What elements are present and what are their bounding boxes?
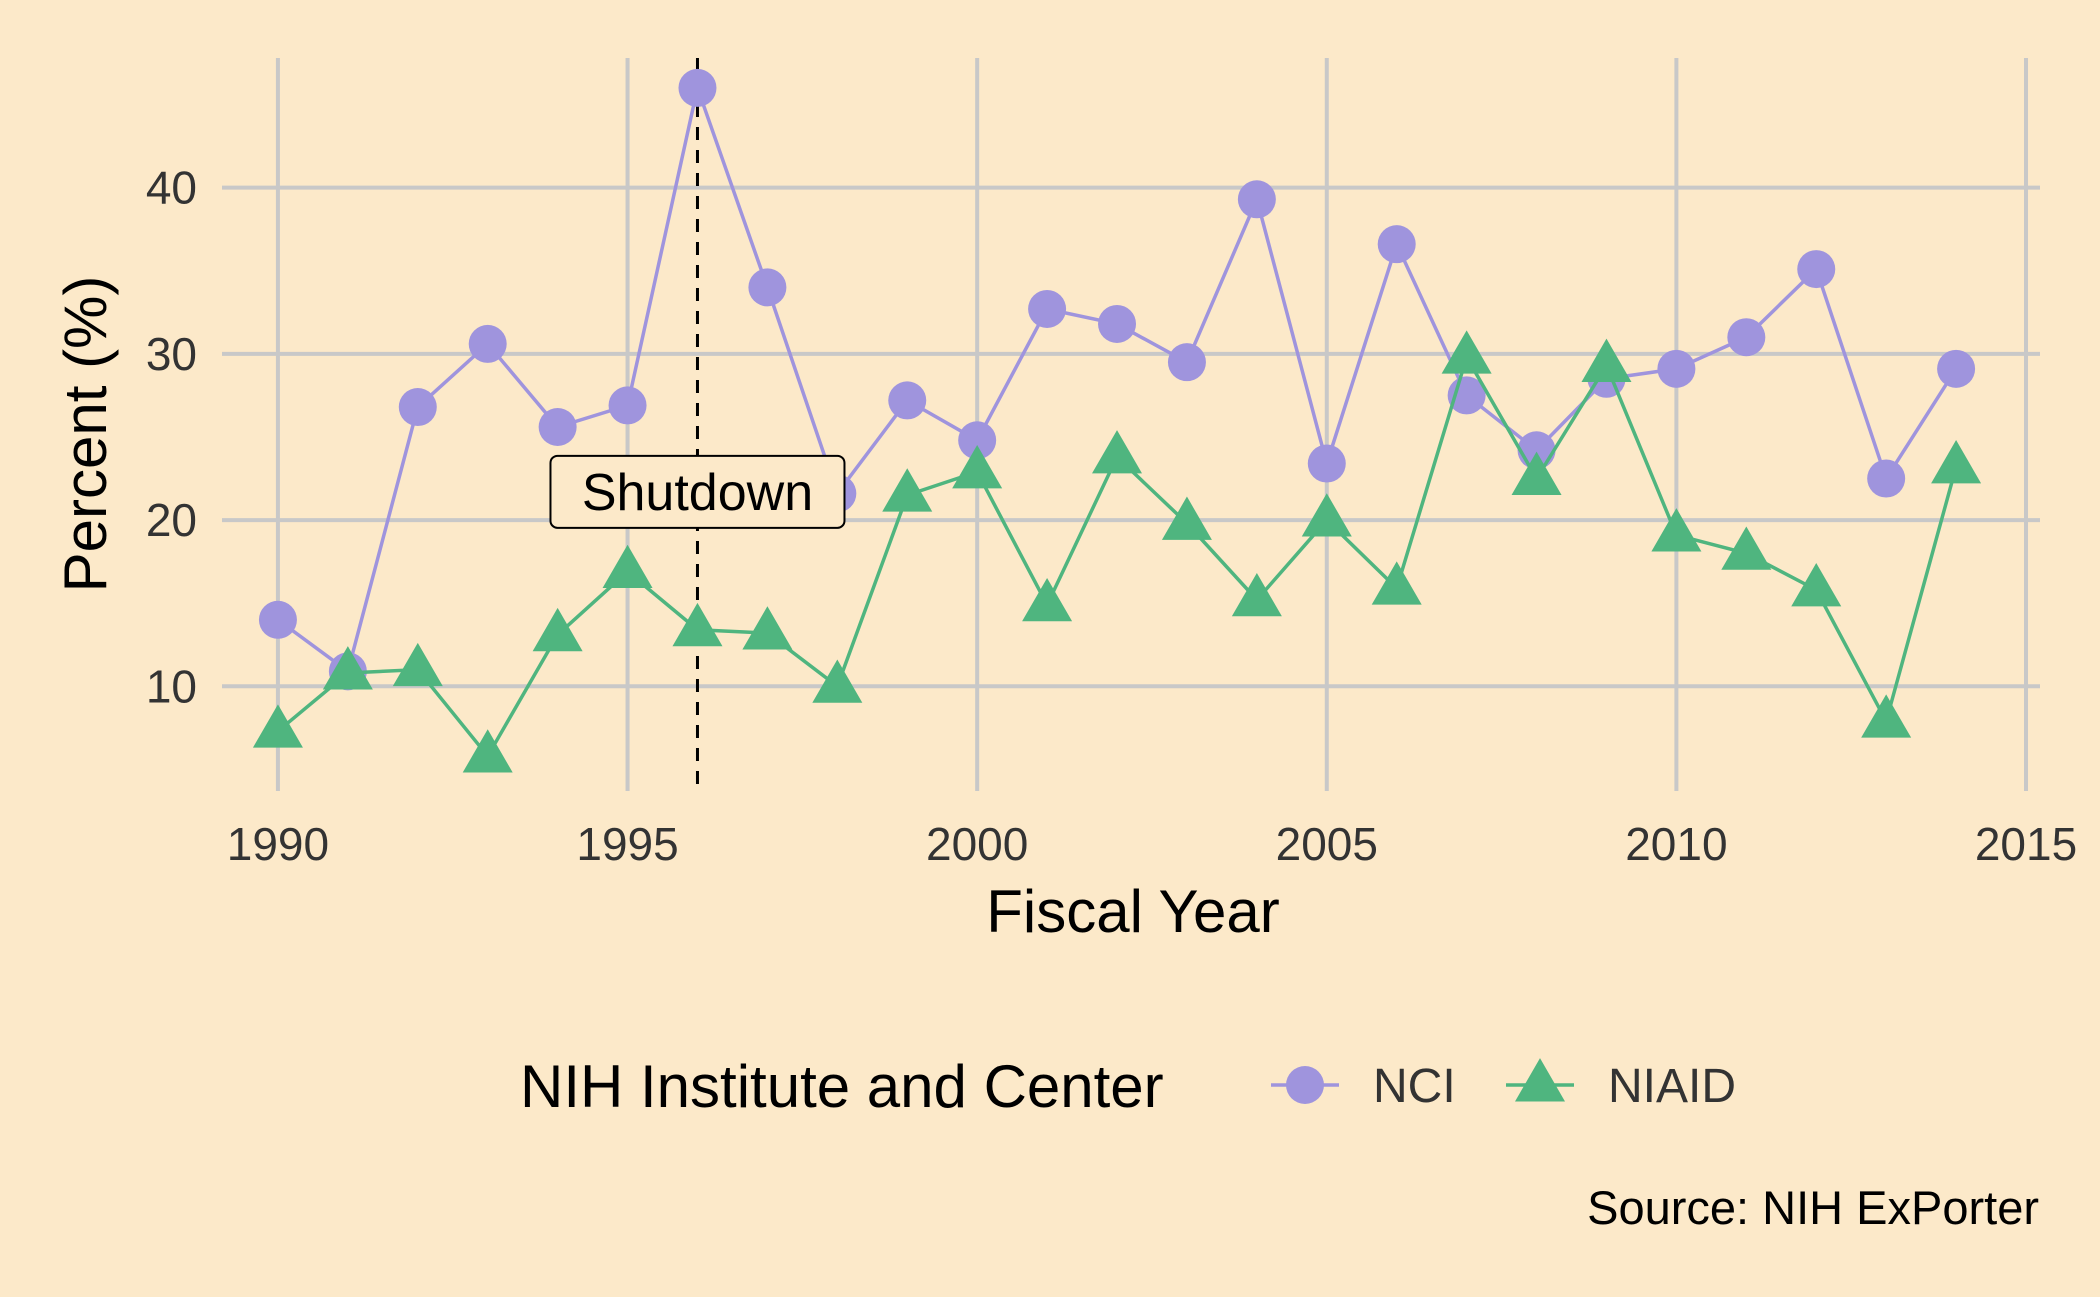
nci-point-2002: [1098, 304, 1137, 343]
legend-label-niaid: NIAID: [1608, 1060, 1736, 1113]
nci-point-1995: [608, 386, 647, 425]
x-tick-label-1990: 1990: [227, 818, 329, 870]
legend-key-marker-nci: [1286, 1066, 1324, 1104]
niaid-line: [276, 352, 1958, 760]
nci-point-2003: [1167, 343, 1206, 382]
y-axis-title: Percent (%): [52, 276, 119, 593]
nci-point-2006: [1377, 225, 1416, 264]
x-tick-label-1995: 1995: [576, 818, 678, 870]
niaid-point-1990: [252, 704, 303, 748]
legend-keys: NCI NIAID: [1271, 1058, 1736, 1113]
nci-point-2004: [1237, 180, 1276, 219]
niaid-point-2013: [1861, 694, 1912, 738]
nci-point-1994: [538, 407, 577, 446]
niaid-point-2003: [1161, 496, 1212, 540]
niaid-point-1994: [532, 607, 583, 652]
niaid-point-2006: [1371, 561, 1422, 605]
y-tick-label-30: 30: [146, 328, 197, 380]
legend-label-nci: NCI: [1373, 1060, 1456, 1113]
y-tick-label-10: 10: [146, 660, 197, 712]
y-tick-label-20: 20: [146, 494, 197, 546]
source-caption: Source: NIH ExPorter: [1587, 1181, 2039, 1234]
niaid-point-2011: [1721, 526, 1772, 570]
shutdown-label-box: [549, 454, 846, 529]
niaid-point-1997: [742, 606, 793, 650]
niaid-point-1996: [672, 602, 723, 647]
niaid-point-1995: [602, 544, 653, 589]
nci-point-2011: [1727, 318, 1766, 357]
legend-key-marker-niaid: [1515, 1058, 1565, 1102]
series-niaid: [252, 330, 1982, 773]
niaid-point-1998: [812, 659, 863, 703]
nci-line: [276, 81, 1958, 675]
y-tick-label-40: 40: [146, 162, 197, 214]
nci-point-2000: [958, 421, 997, 460]
series-nci: [258, 68, 1976, 691]
x-tick-label-2000: 2000: [926, 818, 1028, 870]
niaid-point-2010: [1651, 508, 1702, 552]
tick-layer: 1990 1995 2000 2005 2010 2015 10 20 30 40: [146, 162, 2077, 870]
x-tick-label-2005: 2005: [1276, 818, 1378, 870]
nci-point-2013: [1867, 459, 1906, 498]
niaid-point-2008: [1511, 451, 1562, 495]
niaid-point-1991: [322, 646, 373, 690]
shutdown-label: Shutdown: [582, 464, 813, 522]
niaid-point-1992: [392, 642, 443, 687]
niaid-point-2004: [1231, 573, 1282, 617]
series-layer: [252, 68, 1982, 773]
grid-layer: [222, 58, 2040, 791]
niaid-point-1999: [882, 468, 933, 512]
nci-point-1992: [398, 388, 437, 427]
nci-point-2014: [1937, 349, 1976, 388]
nci-point-1996: [678, 68, 717, 107]
nci-point-2005: [1307, 444, 1346, 483]
niaid-point-2007: [1441, 330, 1492, 374]
nci-point-1999: [888, 381, 927, 420]
x-tick-label-2010: 2010: [1625, 818, 1727, 870]
niaid-point-1993: [462, 729, 513, 773]
niaid-point-2014: [1931, 440, 1982, 484]
legend-title: NIH Institute and Center: [520, 1053, 1164, 1120]
x-tick-label-2015: 2015: [1975, 818, 2077, 870]
nci-point-2012: [1797, 250, 1836, 289]
legend: NIH Institute and Center NCI NIAID: [520, 1053, 1736, 1120]
niaid-point-2009: [1581, 338, 1632, 382]
nci-point-1997: [748, 268, 787, 307]
nci-point-1993: [468, 324, 507, 363]
nci-point-2010: [1657, 349, 1696, 388]
x-axis-title: Fiscal Year: [986, 878, 1280, 945]
niaid-point-2005: [1301, 493, 1352, 537]
niaid-point-2012: [1791, 563, 1842, 607]
nci-point-2001: [1028, 289, 1067, 328]
nci-point-1990: [258, 600, 297, 639]
niaid-point-2001: [1022, 577, 1073, 622]
niaid-point-2000: [952, 445, 1003, 489]
niaid-point-2002: [1092, 430, 1143, 474]
annotation-label-layer: Shutdown: [549, 454, 846, 529]
